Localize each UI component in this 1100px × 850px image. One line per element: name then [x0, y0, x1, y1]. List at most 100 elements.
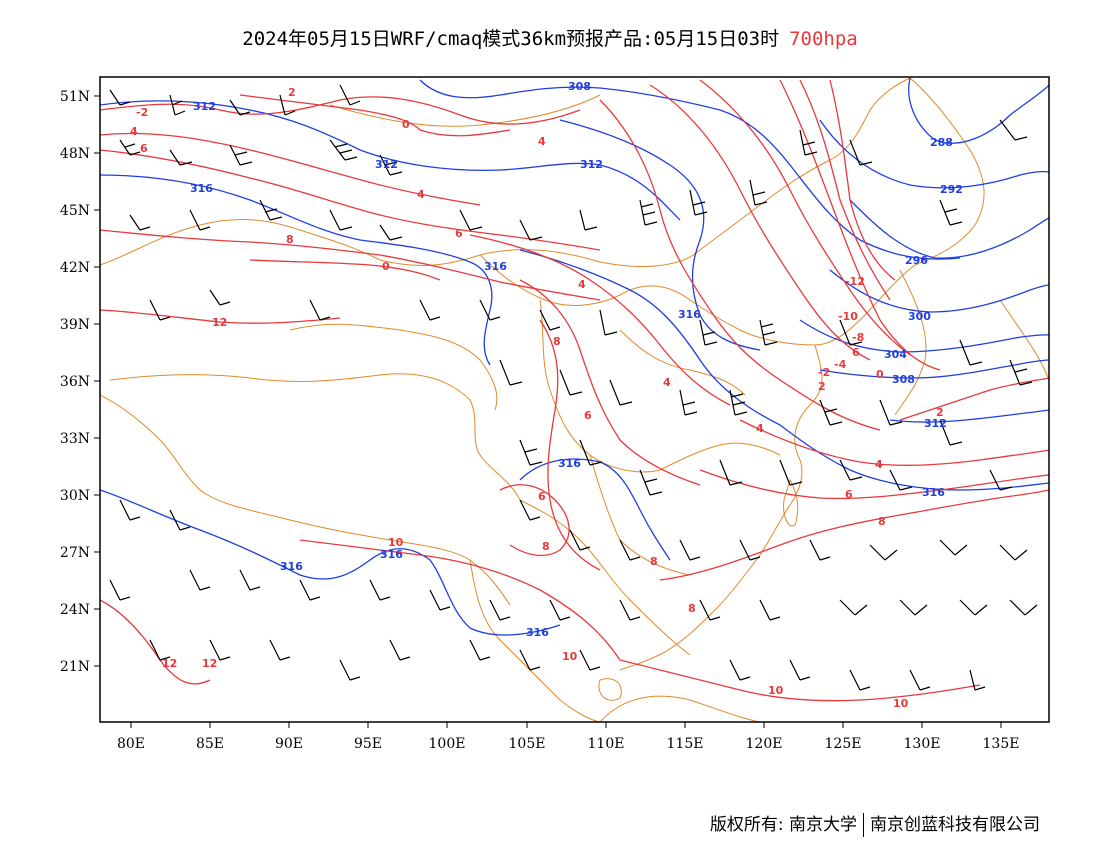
temp-label: 12: [162, 657, 177, 670]
height-label: 316: [280, 560, 303, 573]
isotherm-10-southeast: [619, 659, 981, 702]
temp-label: 4: [875, 458, 883, 471]
temp-label: 8: [650, 555, 658, 568]
wind-barb: [839, 459, 863, 481]
company-name: 南京创蓝科技有限公司: [870, 815, 1040, 835]
height-label: 312: [924, 417, 947, 430]
temp-label: 0: [382, 260, 390, 273]
wind-barb: [419, 299, 441, 321]
contour-312-central: [559, 119, 761, 351]
temp-label: 2: [936, 406, 944, 419]
tick-marks: [94, 95, 1002, 728]
wind-barb: [699, 319, 718, 346]
contour-316-central: [519, 249, 1049, 491]
lat-tick-label: 39N: [60, 317, 90, 333]
wind-barb: [309, 299, 331, 321]
temp-label: 4: [417, 188, 425, 201]
wind-barb: [969, 669, 986, 691]
isotherm-4-north: [100, 132, 481, 206]
isotherm-minus12: [829, 79, 896, 281]
wind-barb: [379, 154, 403, 176]
lon-tick-label: 130E: [904, 736, 941, 752]
wind-barb: [129, 214, 151, 231]
wind-barb: [499, 359, 523, 386]
wind-barb: [299, 579, 321, 601]
temp-label: -10: [838, 310, 858, 323]
wind-barb: [959, 599, 988, 616]
wind-barb: [679, 539, 701, 561]
title-text: 2024年05月15日WRF/cmaq模式36km预报产品:05月15日03时: [242, 28, 780, 50]
wind-barb: [109, 579, 131, 601]
wind-barb: [169, 509, 191, 531]
lat-tick-label: 51N: [60, 89, 90, 105]
wind-barb: [869, 544, 898, 561]
wind-barb: [939, 419, 963, 446]
isotherm-0-mid: [249, 259, 441, 281]
contour-316-southwest: [100, 489, 561, 636]
contour-296: [849, 199, 1049, 259]
isotherm-6-southeast: [699, 469, 1049, 500]
lat-tick-label: 33N: [60, 431, 90, 447]
temp-label: 0: [876, 368, 884, 381]
wind-barb: [339, 84, 361, 106]
lon-tick-label: 85E: [196, 736, 224, 752]
wind-barb: [939, 539, 968, 556]
wind-barb: [789, 659, 811, 681]
height-label: 312: [580, 158, 603, 171]
wind-barb: [1009, 359, 1033, 386]
wind-barb: [119, 499, 141, 521]
temp-label: 10: [562, 650, 578, 663]
height-label: 296: [905, 254, 928, 267]
temp-label: 0: [402, 118, 410, 131]
lat-tick-label: 24N: [60, 602, 90, 618]
isotherm-6-central: [519, 279, 701, 486]
wind-barb: [429, 589, 451, 611]
height-label: 316: [484, 260, 507, 273]
temp-label: 12: [202, 657, 217, 670]
height-label: 300: [908, 310, 931, 323]
lon-tick-label: 100E: [429, 736, 466, 752]
height-label: 316: [558, 457, 581, 470]
wind-barb: [229, 144, 253, 166]
wind-barb: [689, 189, 708, 216]
height-label: 304: [884, 348, 907, 361]
wind-barb: [229, 99, 251, 116]
lon-tick-label: 105E: [509, 736, 546, 752]
yunnan-border: [469, 559, 601, 722]
map-title: 2024年05月15日WRF/cmaq模式36km预报产品:05月15日03时 7…: [0, 24, 1100, 51]
contour-312-east: [889, 409, 1049, 423]
isotherm-6-south: [499, 484, 570, 557]
geopotential-labels: 312 308 312 312 316 316 316 316 316 316 …: [190, 80, 963, 639]
temp-label: -8: [852, 331, 864, 344]
wind-barb: [619, 599, 641, 621]
plot-frame: [99, 76, 1050, 723]
contour-316-south: [519, 458, 671, 561]
lon-tick-label: 110E: [588, 736, 625, 752]
contour-308-east: [819, 359, 1049, 379]
wind-barb: [759, 319, 778, 346]
lon-tick-label: 80E: [117, 736, 145, 752]
wind-barb: [579, 649, 601, 671]
temp-label: 6: [538, 490, 546, 503]
isotherm-10-south: [299, 539, 621, 661]
south-province-border-2: [589, 454, 691, 576]
contour-300: [829, 269, 1049, 313]
temp-label: 8: [688, 602, 696, 615]
latitude-labels: 51N 48N 45N 42N 39N 36N 33N 30N 27N 24N …: [60, 89, 90, 675]
wind-barb: [899, 599, 928, 616]
southeast-asia-border: [599, 695, 761, 722]
temp-label: 4: [756, 422, 764, 435]
longitude-labels: 80E 85E 90E 95E 100E 105E 110E 115E 120E…: [117, 736, 1020, 752]
lon-tick-label: 95E: [354, 736, 382, 752]
height-label: 292: [940, 183, 963, 196]
wind-barb: [599, 309, 618, 336]
wind-barb: [609, 379, 633, 406]
temp-label: -12: [845, 275, 865, 288]
wind-barb: [839, 599, 868, 616]
coastline-east: [619, 344, 823, 671]
qinghai-border: [289, 323, 498, 411]
height-label: 288: [930, 136, 953, 149]
contour-288: [908, 77, 1049, 144]
height-label: 316: [526, 626, 549, 639]
temp-label: 6: [584, 409, 592, 422]
